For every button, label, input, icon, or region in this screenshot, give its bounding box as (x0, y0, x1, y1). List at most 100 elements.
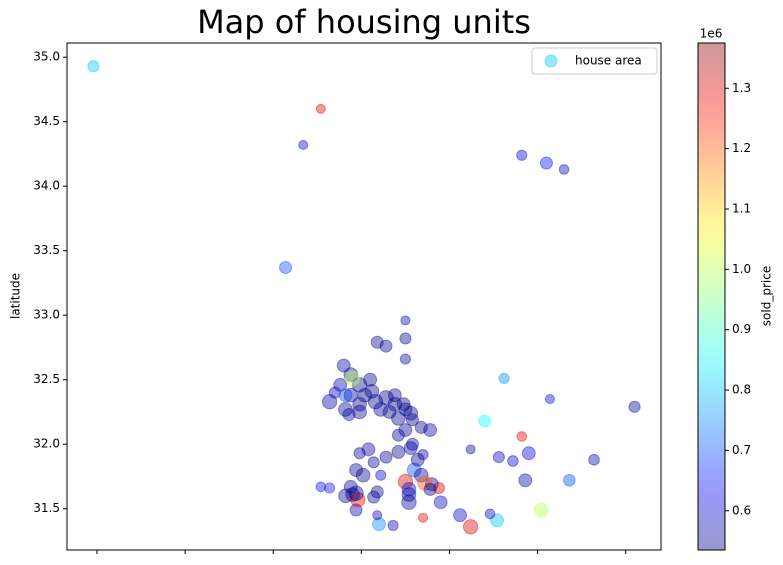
colorbar-tick-label: 1.1 (732, 201, 751, 215)
point (315, 481, 327, 493)
point (507, 455, 519, 467)
legend-label: house area (575, 54, 642, 68)
point (398, 423, 413, 437)
point (298, 139, 309, 150)
point (349, 503, 363, 517)
point (363, 372, 378, 387)
point (352, 404, 367, 420)
y-axis-label: latitude (9, 273, 23, 319)
point (321, 393, 338, 410)
point (521, 446, 536, 461)
point (324, 482, 336, 494)
colorbar (697, 42, 726, 551)
point (338, 388, 353, 403)
point (414, 420, 428, 434)
point (279, 260, 293, 274)
point (432, 481, 445, 495)
point (398, 402, 413, 417)
point (498, 372, 510, 385)
point (539, 156, 553, 170)
colorbar-tick-label: 1.0 (732, 262, 751, 276)
point (453, 508, 468, 523)
colorbar-tick-label: 0.8 (732, 383, 751, 397)
point (533, 502, 549, 518)
point (400, 315, 411, 326)
point (492, 451, 505, 464)
point (399, 353, 412, 365)
point (410, 452, 425, 467)
point (490, 513, 505, 528)
y-tick-label: 31.5 (33, 501, 60, 515)
colorbar-tick-label: 0.6 (732, 503, 751, 517)
point (406, 462, 422, 478)
point (391, 428, 405, 442)
point (372, 517, 386, 532)
point (387, 396, 403, 412)
point (344, 370, 361, 387)
point (397, 473, 414, 490)
point (343, 387, 359, 403)
point (433, 495, 448, 510)
point (351, 377, 368, 393)
point (343, 479, 358, 494)
point (396, 397, 411, 412)
point (348, 485, 364, 501)
y-tick-label: 34.0 (33, 179, 60, 193)
point (399, 332, 412, 345)
point (328, 386, 341, 399)
point (588, 453, 600, 466)
point (558, 164, 570, 175)
point (401, 494, 417, 510)
point (391, 411, 406, 426)
point (544, 394, 556, 405)
point (372, 510, 383, 521)
y-tick-label: 33.0 (33, 308, 60, 322)
point (333, 377, 348, 392)
y-tick-label: 33.5 (33, 243, 60, 257)
chart-title: Map of housing units (197, 3, 531, 41)
point (387, 388, 402, 403)
colorbar-tick-label: 1.3 (732, 81, 751, 95)
point (417, 512, 429, 523)
point (352, 396, 367, 412)
point (563, 474, 576, 487)
legend-marker (544, 54, 558, 68)
colorbar-tick-label: 1.2 (732, 141, 751, 155)
point (361, 442, 376, 457)
point (401, 482, 417, 497)
colorbar-label: sold_price (760, 266, 774, 326)
point (424, 477, 439, 492)
point (357, 387, 373, 403)
point (355, 467, 371, 483)
point (378, 390, 394, 406)
point (343, 367, 359, 382)
point (478, 414, 492, 428)
point (516, 149, 528, 161)
point (401, 487, 417, 502)
point (403, 405, 419, 421)
point (484, 508, 496, 520)
point (315, 103, 326, 114)
point (417, 475, 433, 491)
point (370, 335, 384, 349)
point (342, 408, 356, 422)
plot-frame (66, 42, 662, 551)
colorbar-offset: 1e6 (700, 27, 723, 41)
point (379, 450, 393, 464)
point (382, 405, 397, 419)
point (391, 445, 406, 459)
point (367, 456, 380, 469)
point (423, 482, 437, 496)
point (345, 487, 360, 502)
point (349, 463, 364, 477)
colorbar-tick-label: 0.9 (732, 322, 751, 336)
point (628, 400, 641, 413)
point (413, 467, 429, 483)
point (379, 339, 393, 353)
y-tick-label: 32.5 (33, 372, 60, 386)
point (423, 423, 438, 437)
point (387, 519, 399, 532)
point (336, 358, 351, 373)
point (417, 448, 429, 461)
